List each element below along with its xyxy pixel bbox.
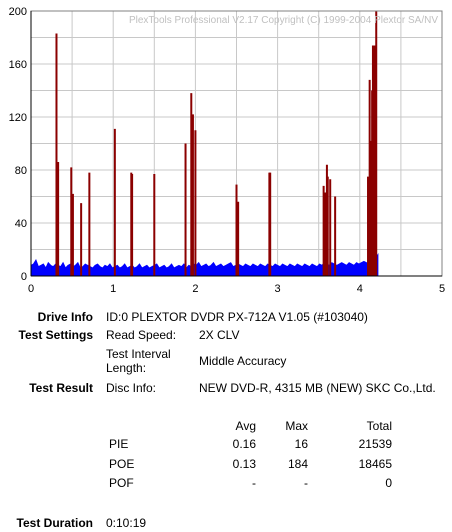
row-poe-max: 184 <box>287 457 308 471</box>
read-speed-value: 2X CLV <box>199 328 240 342</box>
row-pie-avg: 0.16 <box>232 437 256 451</box>
test-interval-value: Middle Accuracy <box>199 354 287 368</box>
y-tick-label: 40 <box>15 218 27 230</box>
col-header-total: Total <box>366 419 392 433</box>
disc-info-label: Disc Info: <box>106 381 157 395</box>
row-pof-name: POF <box>109 476 134 490</box>
test-interval-label-2: Length: <box>106 361 147 375</box>
test-interval-label: Test Interval <box>106 347 171 361</box>
row-poe-name: POE <box>109 457 135 471</box>
watermark-text: PlexTools Professional V2.17 Copyright (… <box>129 15 438 26</box>
y-tick-label: 120 <box>9 112 27 124</box>
y-tick-label: 160 <box>9 59 27 71</box>
col-header-avg: Avg <box>235 419 256 433</box>
read-speed-label: Read Speed: <box>106 328 177 342</box>
col-header-max: Max <box>285 419 308 433</box>
row-poe-avg: 0.13 <box>232 457 256 471</box>
row-pie-max: 16 <box>294 437 308 451</box>
y-tick-label: 0 <box>21 271 27 283</box>
row-pof-max: - <box>304 476 308 490</box>
row-pie-total: 21539 <box>358 437 392 451</box>
test-result-label: Test Result <box>29 381 93 395</box>
test-duration-value: 0:10:19 <box>106 516 147 530</box>
test-settings-label: Test Settings <box>18 328 93 342</box>
x-tick-label: 4 <box>357 283 363 295</box>
drive-info-value: ID:0 PLEXTOR DVDR PX-712A V1.05 (#103040… <box>106 310 368 324</box>
x-tick-label: 1 <box>110 283 116 295</box>
disc-info-value: NEW DVD-R, 4315 MB (NEW) SKC Co.,Ltd. <box>199 381 436 395</box>
pie-poe-chart: 0 40 80 120 160 200 0 1 2 3 4 5 PlexTools Professio… <box>9 6 445 295</box>
row-pof-total: 0 <box>385 476 392 490</box>
y-tick-label: 200 <box>9 6 27 18</box>
x-tick-label: 0 <box>28 283 34 295</box>
row-pof-avg: - <box>252 476 256 490</box>
x-tick-label: 3 <box>275 283 281 295</box>
x-tick-label: 2 <box>192 283 198 295</box>
test-duration-label: Test Duration <box>16 516 93 530</box>
row-pie-name: PIE <box>109 437 129 451</box>
row-poe-total: 18465 <box>358 457 392 471</box>
drive-info-label: Drive Info <box>37 310 93 324</box>
x-tick-label: 5 <box>439 283 445 295</box>
y-tick-label: 80 <box>15 165 27 177</box>
